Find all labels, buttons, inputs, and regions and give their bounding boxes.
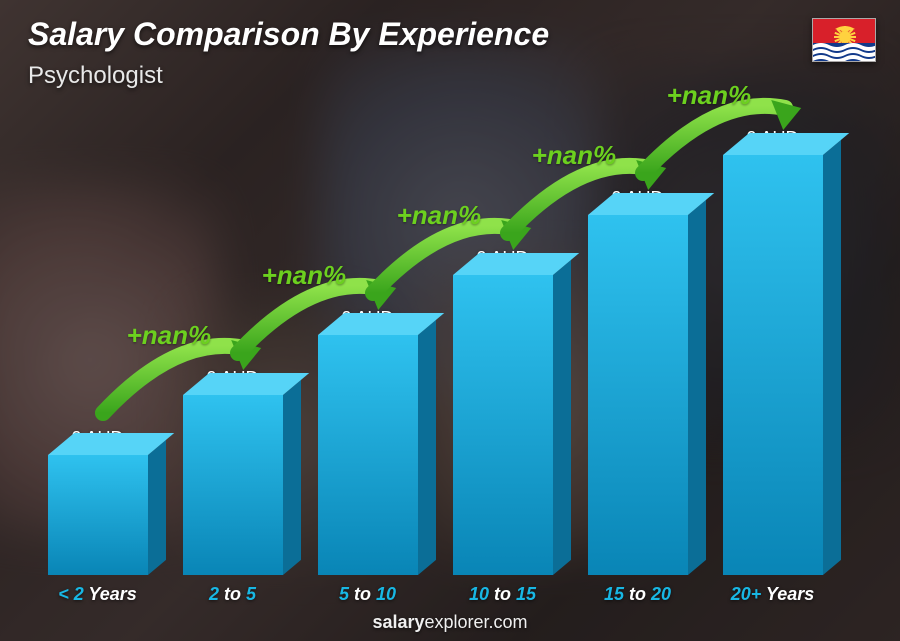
- x-axis: < 2 Years2 to 55 to 1010 to 1515 to 2020…: [30, 584, 840, 605]
- chart-title: Salary Comparison By Experience: [28, 16, 549, 53]
- bar: [453, 275, 553, 575]
- chart-stage: Salary Comparison By Experience Psycholo…: [0, 0, 900, 641]
- growth-percent-label: +nan%: [127, 320, 212, 351]
- growth-percent-label: +nan%: [532, 140, 617, 171]
- footer-brand-rest: explorer.com: [425, 612, 528, 632]
- growth-percent-label: +nan%: [397, 200, 482, 231]
- bar: [183, 395, 283, 575]
- chart-subtitle: Psychologist: [28, 62, 163, 90]
- x-axis-label: 15 to 20: [570, 584, 705, 605]
- bar-column: 0 AUD: [300, 308, 435, 575]
- x-axis-label: < 2 Years: [30, 584, 165, 605]
- bar: [588, 215, 688, 575]
- kiribati-flag-icon: [812, 18, 876, 62]
- footer-brand: salaryexplorer.com: [0, 612, 900, 633]
- growth-percent-label: +nan%: [667, 80, 752, 111]
- bar: [48, 455, 148, 575]
- bar-column: 0 AUD: [435, 248, 570, 575]
- footer-brand-bold: salary: [372, 612, 424, 632]
- x-axis-label: 20+ Years: [705, 584, 840, 605]
- x-axis-label: 2 to 5: [165, 584, 300, 605]
- growth-percent-label: +nan%: [262, 260, 347, 291]
- bar-column: 0 AUD: [705, 128, 840, 575]
- x-axis-label: 10 to 15: [435, 584, 570, 605]
- bar-column: 0 AUD: [570, 188, 705, 575]
- bar-column: 0 AUD: [165, 368, 300, 575]
- bar: [723, 155, 823, 575]
- x-axis-label: 5 to 10: [300, 584, 435, 605]
- bar: [318, 335, 418, 575]
- bar-column: 0 AUD: [30, 428, 165, 575]
